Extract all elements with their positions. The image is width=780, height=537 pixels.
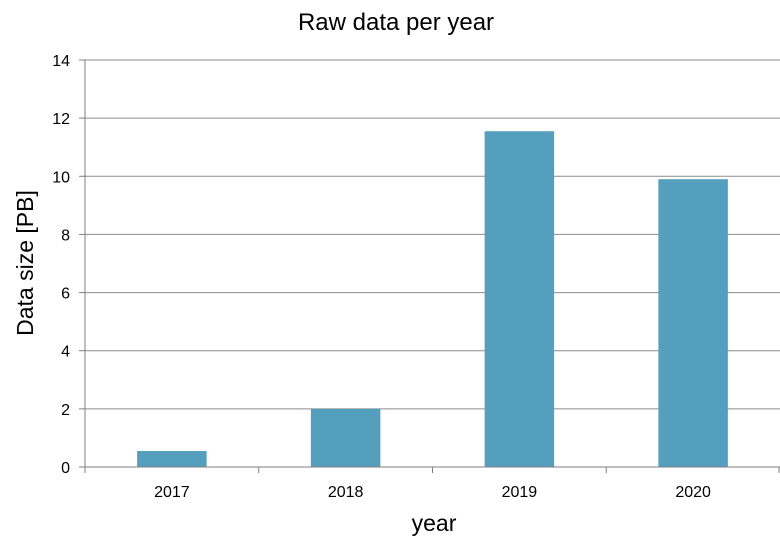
x-tick-label: 2020: [675, 484, 711, 501]
bar-2019: [484, 131, 555, 467]
x-tick-label: 2018: [328, 484, 364, 501]
y-tick-label: 6: [61, 286, 70, 303]
x-tick-label: 2017: [154, 484, 190, 501]
bar-2017: [137, 451, 207, 467]
x-axis-label: year: [412, 510, 457, 536]
x-tick-labels: 2017 2018 2019 2020: [154, 484, 711, 501]
y-tick-labels: 0 2 4 6 8 10 12 14: [52, 53, 70, 477]
x-tick-label: 2019: [502, 484, 538, 501]
y-tick-label: 10: [52, 169, 70, 186]
y-tick-label: 12: [52, 111, 70, 128]
y-tick-label: 2: [61, 402, 70, 419]
y-tick-label: 4: [61, 344, 70, 361]
bar-2018: [310, 408, 381, 467]
y-tick-label: 8: [61, 227, 70, 244]
bar-2020: [658, 179, 728, 467]
chart-title: Raw data per year: [298, 9, 494, 36]
y-axis-label: Data size [PB]: [12, 190, 38, 336]
grid-lines: [85, 59, 780, 410]
y-tick-label: 0: [61, 460, 70, 477]
axes: [79, 59, 780, 473]
y-tick-label: 14: [52, 53, 70, 70]
bars: [137, 131, 728, 467]
